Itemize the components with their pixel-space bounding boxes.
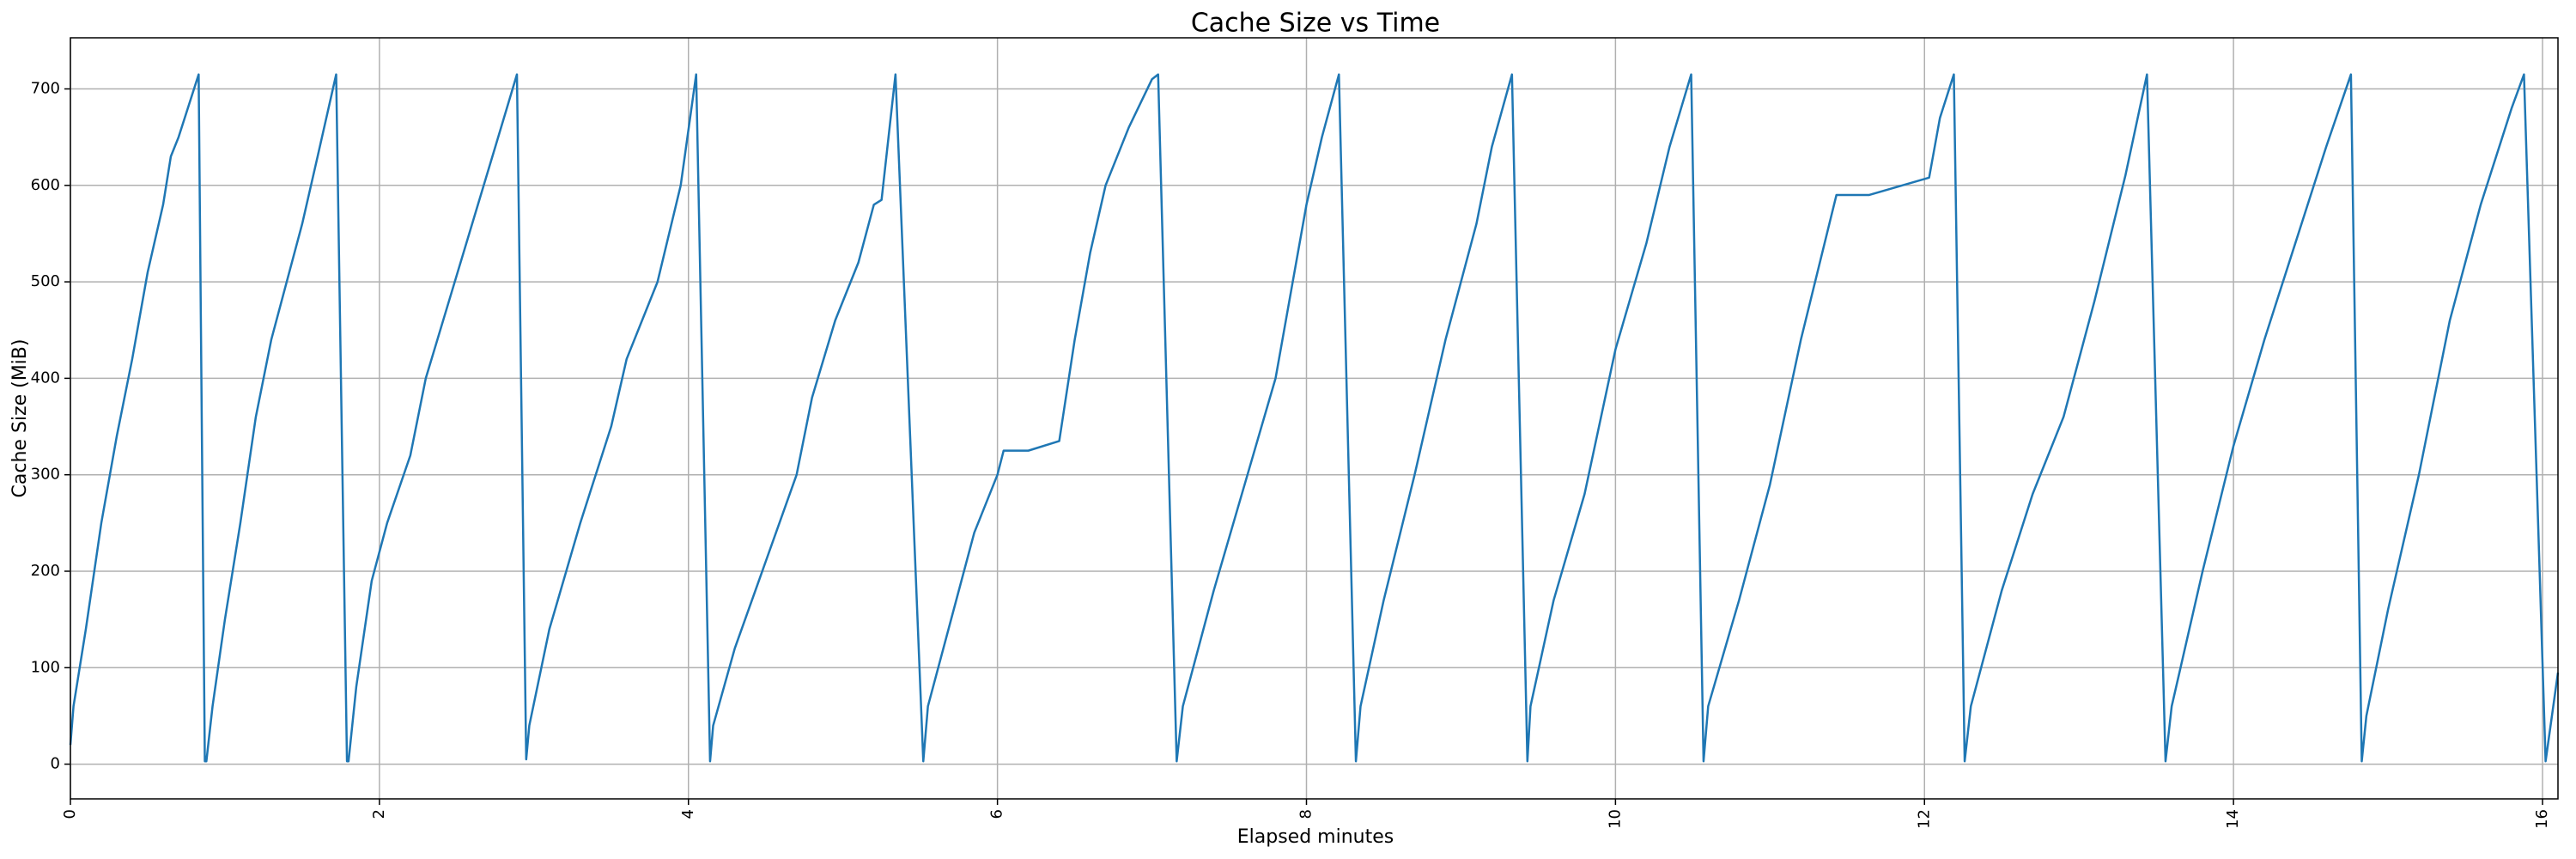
y-axis-label: Cache Size (MiB) [9, 339, 31, 498]
plot-frame [70, 37, 2559, 800]
y-tick-label: 0 [51, 755, 60, 773]
y-tick-label: 300 [31, 466, 60, 484]
x-tick-label: 0 [61, 809, 79, 819]
y-tick-label: 700 [31, 80, 60, 98]
x-tick-label: 2 [370, 809, 388, 819]
x-tick-label: 8 [1297, 809, 1315, 819]
y-tick-label: 200 [31, 562, 60, 580]
data-line [69, 73, 2560, 763]
y-tick-label: 600 [31, 176, 60, 194]
y-tick-label: 400 [31, 369, 60, 387]
x-tick-label: 6 [988, 809, 1006, 819]
x-tick-label: 4 [679, 809, 697, 819]
x-tick-label: 16 [2533, 809, 2551, 829]
y-tick-label: 500 [31, 272, 60, 290]
x-tick-label: 14 [2224, 809, 2242, 829]
x-tick-label: 10 [1606, 809, 1624, 829]
x-tick-label: 12 [1915, 809, 1933, 829]
y-tick-label: 100 [31, 658, 60, 676]
x-axis-label: Elapsed minutes [1237, 826, 1394, 848]
chart-title: Cache Size vs Time [1191, 9, 1440, 39]
